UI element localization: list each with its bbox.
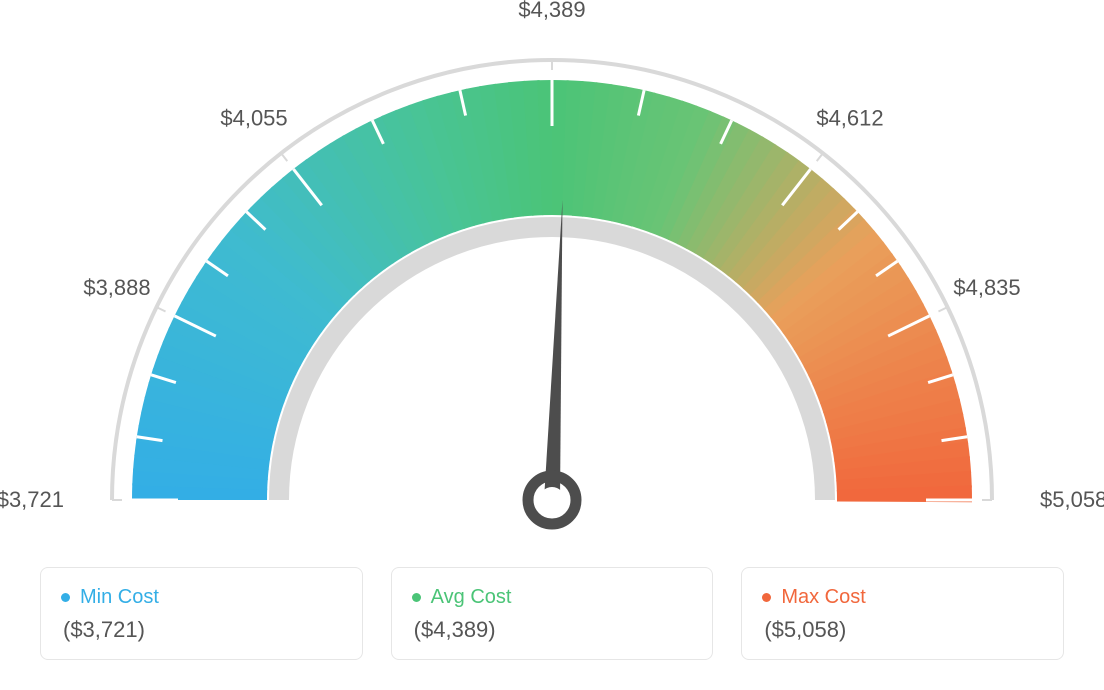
min-cost-header: Min Cost <box>61 586 342 609</box>
max-cost-card: Max Cost ($5,058) <box>741 567 1064 660</box>
gauge-svg: $3,721 $3,888 $4,055 $4,389 $4,612 $4,835 $5,0… <box>0 0 1104 560</box>
avg-cost-header: Avg Cost <box>412 586 693 609</box>
avg-dot-icon <box>412 593 421 602</box>
max-dot-icon <box>762 593 771 602</box>
chart-container: $3,721 $3,888 $4,055 $4,389 $4,612 $4,835 $5,0… <box>0 0 1104 690</box>
max-cost-value: ($5,058) <box>762 617 1043 643</box>
max-cost-label: Max Cost <box>781 586 865 609</box>
min-cost-card: Min Cost ($3,721) <box>40 567 363 660</box>
svg-text:$4,835: $4,835 <box>953 275 1020 300</box>
avg-cost-value: ($4,389) <box>412 617 693 643</box>
svg-text:$5,058: $5,058 <box>1040 487 1104 512</box>
min-cost-label: Min Cost <box>80 586 159 609</box>
svg-text:$3,721: $3,721 <box>0 487 64 512</box>
svg-text:$3,888: $3,888 <box>83 275 150 300</box>
gauge-chart: $3,721 $3,888 $4,055 $4,389 $4,612 $4,835 $5,0… <box>0 0 1104 560</box>
svg-text:$4,389: $4,389 <box>518 0 585 22</box>
min-dot-icon <box>61 593 70 602</box>
min-cost-value: ($3,721) <box>61 617 342 643</box>
avg-cost-label: Avg Cost <box>431 586 512 609</box>
max-cost-header: Max Cost <box>762 586 1043 609</box>
avg-cost-card: Avg Cost ($4,389) <box>391 567 714 660</box>
summary-cards: Min Cost ($3,721) Avg Cost ($4,389) Max … <box>40 567 1064 660</box>
svg-text:$4,612: $4,612 <box>816 106 883 131</box>
svg-text:$4,055: $4,055 <box>220 106 287 131</box>
